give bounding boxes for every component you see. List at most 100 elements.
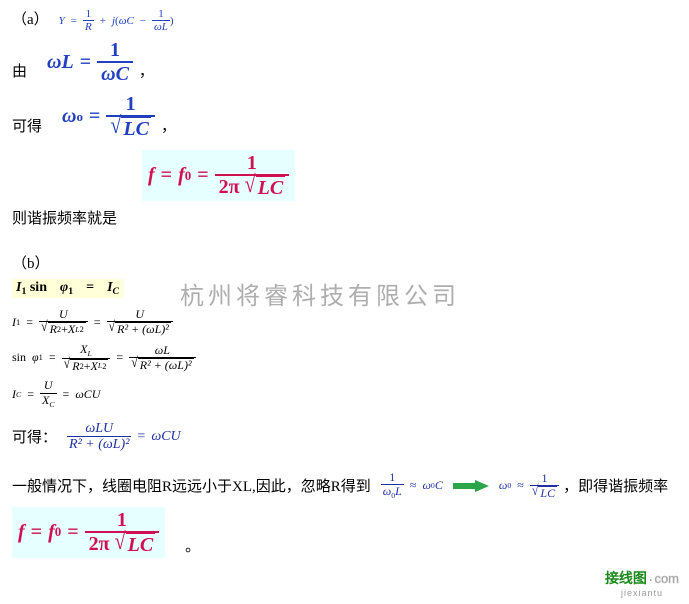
eq-sin-f1: XL √ R2 + XL2	[62, 343, 111, 374]
eq-final-num: 1	[113, 509, 131, 531]
eq-y-minus: −	[140, 15, 146, 27]
eq-kede: ωLU R² + (ωL)² = ωCU	[67, 421, 181, 453]
eq-final-frac: 1 2π √LC	[85, 509, 160, 556]
eq-y-lhs: Y	[59, 15, 65, 27]
text-general-post: ，即得谐振频率	[563, 475, 668, 496]
eq-kede-frac: ωLU R² + (ωL)²	[67, 421, 131, 453]
eq-sin-f1-num-x: X	[80, 342, 87, 356]
eq-f0-sub: 0	[185, 168, 192, 184]
eq-I1-eq1: =	[26, 315, 33, 330]
eq-gen2-w: ω	[499, 478, 507, 493]
eq-IC-sub: C	[16, 390, 21, 399]
eq-gen1-rhs-C: C	[435, 478, 443, 493]
eq-I1-f2-num: U	[133, 308, 146, 321]
eq-isin-eq: =	[86, 280, 94, 295]
eq-gen1-approx: ≈	[410, 478, 417, 493]
eq-f0-f: f	[148, 164, 155, 187]
eq-I1-f2-den: √R² + (ωL)²	[107, 322, 173, 336]
eq-gen2: ω0 ≈ 1 √LC	[499, 472, 559, 500]
arrow-icon	[453, 478, 489, 494]
eq-I1-f2-body: R² + (ωL)²	[115, 322, 171, 336]
eq-f0-den-coef: 2π	[219, 176, 240, 198]
eq-y-omegac: ωC	[119, 15, 134, 27]
eq-IC-eq1: =	[27, 387, 34, 402]
text-final-suffix: 。	[185, 535, 200, 558]
eq-kede-eq: =	[137, 429, 145, 445]
eq-sin-phi: φ	[32, 350, 39, 365]
eq-I1-frac2: U √R² + (ωL)²	[107, 308, 173, 336]
eq-gen2-den-body: LC	[538, 486, 557, 500]
eq-sin-f1-body: R2 + XL2	[70, 359, 108, 373]
eq-isin-sin: sin	[30, 280, 47, 295]
eq-gen2-approx: ≈	[517, 478, 524, 493]
eq-sin-f2-num: ωL	[153, 344, 172, 357]
eq-y-rparen: )	[170, 15, 174, 27]
eq-gen1-den-w: ω	[383, 484, 391, 498]
logo-cn: 接线图	[605, 568, 647, 588]
eq-isin-box: I1 sin φ1 = IC	[12, 279, 123, 298]
eq-y-frac1-den: R	[83, 21, 94, 33]
eq-gen1-frac: 1 ω0L	[381, 471, 404, 501]
logo-sub: jiexiantu	[621, 588, 663, 598]
eq-isin-subC: C	[113, 286, 120, 297]
eq-wL-frac: 1 ωC	[97, 39, 133, 85]
eq-f0-eq2: =	[197, 164, 208, 187]
eq-sin-f2-den: √R² + (ωL)²	[129, 358, 195, 372]
eq-w0-den-body: LC	[121, 117, 151, 140]
eq-y-plus: +	[100, 15, 106, 27]
eq-gen1-num: 1	[387, 471, 397, 484]
eq-y-eq: =	[71, 15, 77, 27]
eq-f0-eq1: =	[161, 164, 172, 187]
eq-sin-f1-den: √ R2 + XL2	[62, 359, 111, 373]
text-you-suffix: ，	[139, 60, 154, 85]
eq-final-den-body: LC	[126, 533, 156, 556]
eq-I1-frac1: U √ R2 + XL2	[39, 308, 88, 336]
eq-sin-f2-body: R² + (ωL)²	[138, 358, 194, 372]
eq-I1-f1-den: √ R2 + XL2	[39, 322, 88, 336]
eq-gen1: 1 ω0L ≈ ω0C	[381, 471, 443, 501]
eq-isin-phi: φ	[60, 280, 68, 295]
eq-sin-sub: 1	[39, 353, 43, 362]
eq-y: Y = 1 R + j ( ωC − 1 ωL )	[59, 8, 174, 33]
eq-I1: I1 = U √ R2 + XL2 = U √R² + (ωL)²	[12, 308, 677, 336]
eq-IC-rhs: ωCU	[75, 387, 100, 402]
eq-kede-num: ωLU	[83, 421, 115, 436]
eq-y-frac1-num: 1	[84, 8, 94, 20]
eq-f0-f2: f	[178, 164, 185, 187]
eq-IC-num: U	[42, 379, 55, 392]
eq-w0-frac: 1 √LC	[106, 93, 155, 140]
eq-wL-lhs: ωL	[47, 51, 74, 74]
eq-w0-eq: =	[89, 105, 100, 128]
eq-w0-sub: o	[76, 109, 83, 125]
eq-isin-sub1: 1	[21, 286, 26, 297]
eq-y-frac2: 1 ωL	[152, 8, 170, 33]
site-logo: 接线图 . com jiexiantu	[605, 568, 679, 598]
eq-I1-eq2: =	[94, 315, 101, 330]
eq-gen2-den: √LC	[530, 486, 559, 500]
eq-wL: ωL = 1 ωC	[47, 39, 133, 85]
eq-y-frac1: 1 R	[83, 8, 94, 33]
eq-wL-num: 1	[106, 39, 124, 61]
eq-f0-box: f = f0 = 1 2π √LC	[142, 150, 295, 201]
eq-IC-den-sub: C	[49, 400, 54, 409]
eq-IC-eq2: =	[63, 387, 70, 402]
eq-IC-den: XC	[40, 394, 57, 410]
eq-final-f2: f	[48, 521, 55, 544]
eq-I1-f1-num: U	[57, 308, 70, 321]
eq-gen2-sub: 0	[507, 481, 511, 490]
eq-w0-den: √LC	[106, 117, 155, 140]
text-you: 由	[12, 60, 27, 85]
eq-sin-sin: sin	[12, 350, 26, 365]
eq-I1-f1-body: R2 + XL2	[48, 322, 86, 336]
eq-final: f = f0 = 1 2π √LC	[18, 509, 159, 556]
eq-gen1-den-L: L	[395, 484, 402, 498]
eq-w0: ωo = 1 √LC	[62, 93, 155, 140]
eq-final-box: f = f0 = 1 2π √LC	[12, 507, 165, 558]
eq-sin: sin φ1 = XL √ R2 + XL2 = ωL √R² + (ωL)²	[12, 343, 677, 374]
eq-I1-sub: 1	[16, 318, 20, 327]
logo-dot: .	[649, 570, 653, 586]
text-kede2: 可得：	[12, 426, 57, 447]
eq-f0: f = f0 = 1 2π √LC	[148, 152, 289, 199]
section-b-label: （b）	[12, 252, 50, 273]
text-kede1-suffix: ，	[161, 115, 176, 140]
